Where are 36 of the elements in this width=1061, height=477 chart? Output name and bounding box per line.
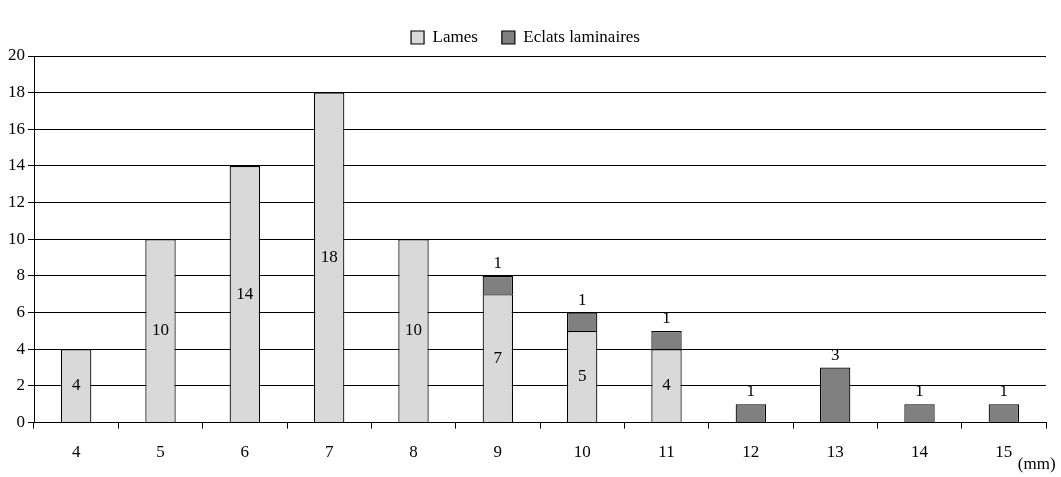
x-tick-label: 11 — [658, 442, 675, 462]
data-label: 1 — [493, 252, 503, 272]
y-tick-label: 14 — [8, 155, 26, 175]
x-tick-label: 15 — [995, 442, 1013, 462]
x-axis-title: (mm) — [1017, 454, 1056, 474]
legend-label: Eclats laminaires — [523, 26, 640, 46]
y-tick-label: 2 — [16, 375, 25, 395]
data-label: 1 — [577, 289, 587, 309]
y-tick-label: 8 — [16, 265, 25, 285]
x-tick-label: 12 — [742, 442, 760, 462]
y-tick-label: 12 — [8, 192, 25, 212]
x-tick-label: 9 — [493, 442, 503, 462]
data-label: 5 — [577, 365, 587, 385]
y-tick-label: 10 — [8, 228, 25, 248]
legend-label: Lames — [432, 26, 478, 46]
x-tick-label: 14 — [911, 442, 929, 462]
data-label: 4 — [71, 375, 81, 395]
y-tick-label: 0 — [16, 412, 25, 432]
x-tick-label: 6 — [240, 442, 250, 462]
data-label: 14 — [236, 283, 254, 303]
x-tick-label: 5 — [156, 442, 165, 462]
y-tick-label: 20 — [8, 45, 25, 65]
x-tick-label: 10 — [573, 442, 591, 462]
y-tick-label: 4 — [16, 338, 26, 358]
x-tick-label: 4 — [71, 442, 81, 462]
data-label: 4 — [662, 375, 672, 395]
data-label: 18 — [320, 246, 338, 266]
data-label: 7 — [493, 347, 503, 367]
x-tick-label: 13 — [826, 442, 844, 462]
y-tick-label: 18 — [8, 82, 25, 102]
data-label: 10 — [405, 320, 422, 340]
data-label: 10 — [152, 320, 169, 340]
y-tick-label: 6 — [16, 302, 25, 322]
x-tick-label: 7 — [324, 442, 334, 462]
y-tick-label: 16 — [8, 118, 25, 138]
x-tick-label: 8 — [409, 442, 418, 462]
